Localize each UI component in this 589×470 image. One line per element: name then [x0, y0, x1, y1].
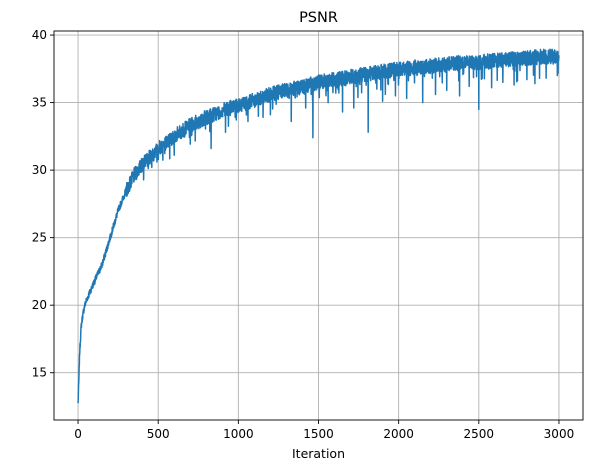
x-tick-label: 500 — [147, 427, 170, 441]
y-tick-label: 30 — [32, 163, 47, 177]
psnr-series-line — [77, 48, 560, 404]
x-tick-label: 1000 — [223, 427, 254, 441]
y-axis: 15 20 25 30 35 40 — [32, 28, 54, 380]
y-tick-label: 25 — [32, 231, 47, 245]
x-axis: 0 500 1000 1500 2000 2500 3000 — [74, 420, 574, 441]
x-tick-label: 2500 — [464, 427, 495, 441]
chart-title: PSNR — [299, 10, 338, 26]
y-tick-label: 40 — [32, 28, 47, 42]
x-tick-label: 3000 — [544, 427, 575, 441]
y-tick-label: 20 — [32, 298, 47, 312]
series-layer — [77, 48, 560, 404]
y-tick-label: 15 — [32, 366, 47, 380]
x-tick-label: 0 — [74, 427, 82, 441]
x-axis-label: Iteration — [292, 446, 345, 461]
x-tick-label: 1500 — [303, 427, 334, 441]
x-tick-label: 2000 — [383, 427, 414, 441]
y-tick-label: 35 — [32, 96, 47, 110]
